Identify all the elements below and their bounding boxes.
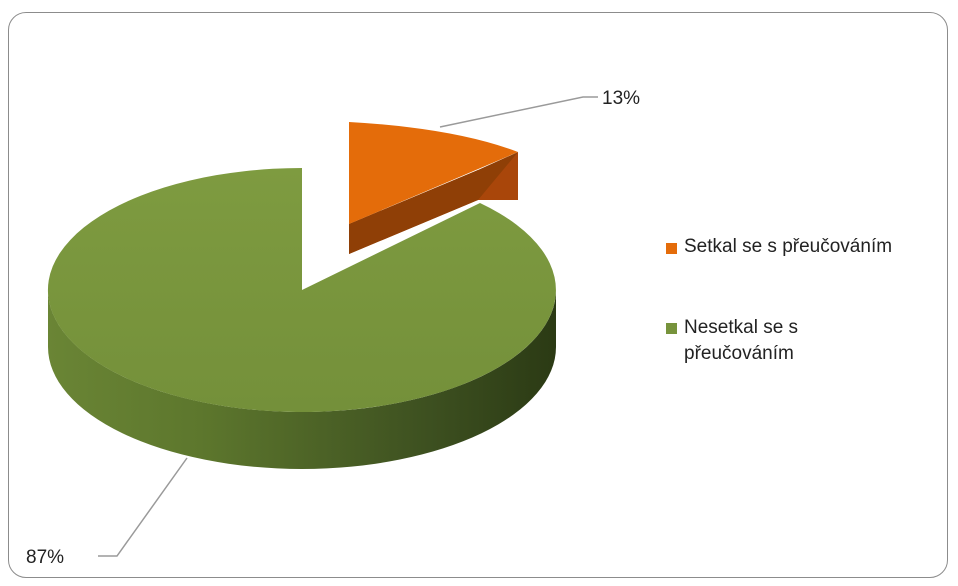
pie-slice-setkal-rim bbox=[478, 152, 518, 200]
pie-slice-setkal bbox=[349, 122, 518, 224]
legend-swatch-nesetkal bbox=[666, 323, 677, 334]
data-label-setkal: 13% bbox=[602, 88, 640, 109]
pie-slice-nesetkal bbox=[47, 168, 556, 412]
data-label-nesetkal: 87% bbox=[26, 547, 64, 568]
label-leader-line-setkal bbox=[439, 96, 598, 128]
legend-label-nesetkal: Nesetkal se s přeučováním bbox=[684, 317, 799, 364]
pie-slice-setkal-side bbox=[349, 152, 518, 254]
pie-slice-nesetkal-side bbox=[48, 290, 556, 469]
legend-label-setkal: Setkal se s přeučováním bbox=[684, 236, 893, 257]
legend-swatch-setkal bbox=[666, 243, 677, 254]
label-leader-line-nesetkal bbox=[98, 457, 188, 557]
